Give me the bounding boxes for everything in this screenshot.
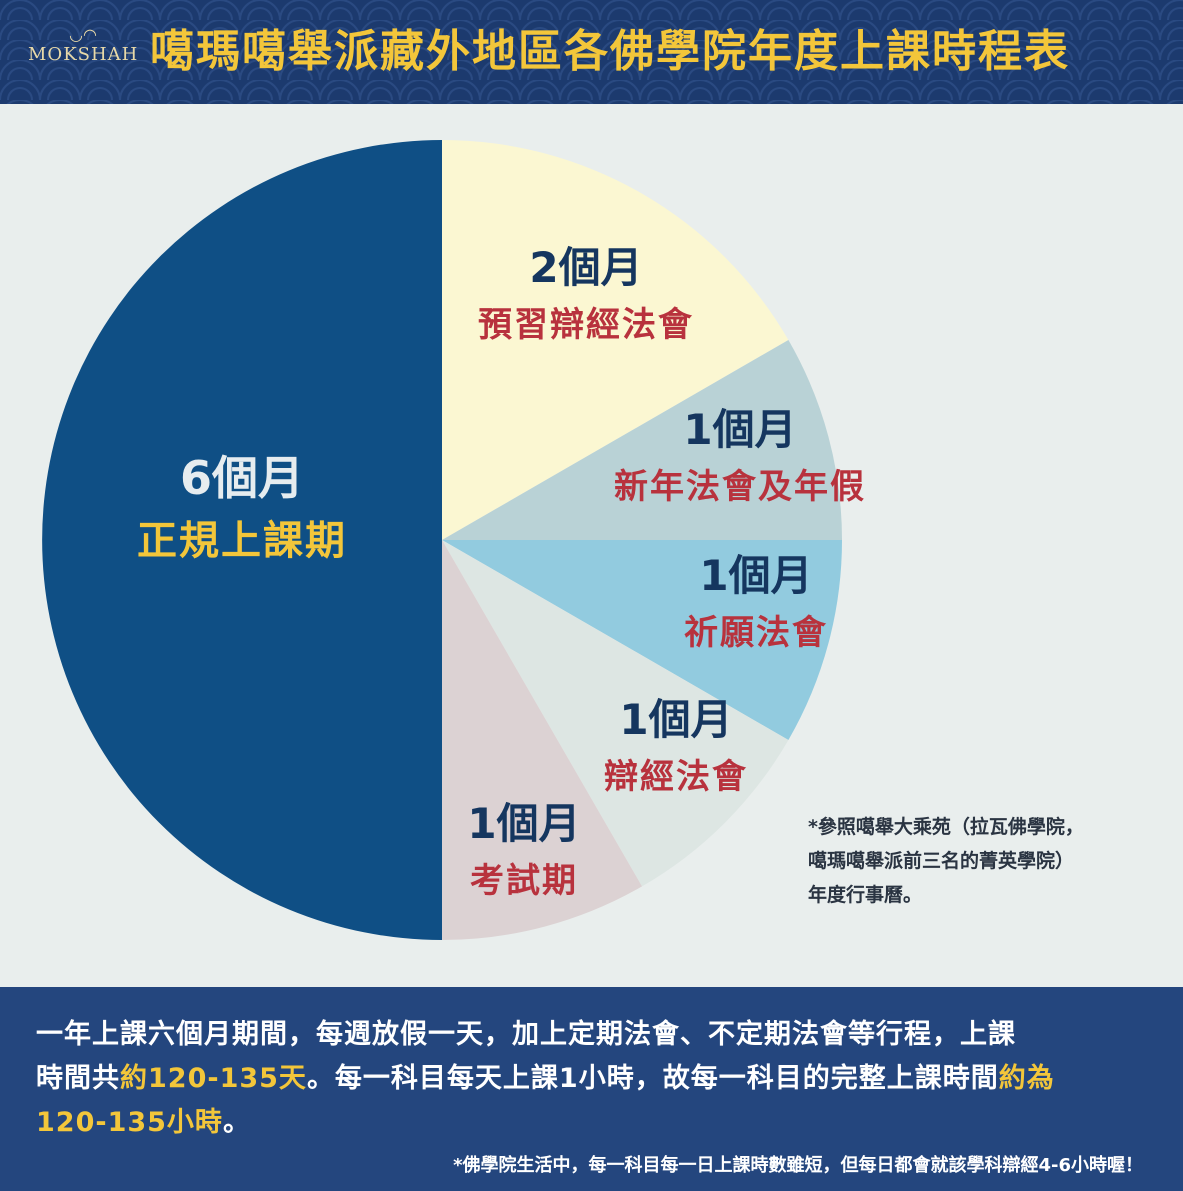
slice-category-label: 祈願法會: [684, 613, 828, 653]
reference-note-line: 噶瑪噶舉派前三名的菁英學院）: [808, 850, 1075, 872]
mokshah-logo: ◡◠ MOKSHAH: [28, 26, 138, 86]
wave-pattern: [0, 0, 1183, 104]
logo-icon: ◡◠: [69, 25, 97, 44]
highlight-days: 約120-135天: [120, 1063, 307, 1094]
summary-text-segment: 。: [222, 1107, 251, 1138]
pie-slice: [442, 540, 642, 940]
reference-note: *參照噶舉大乘苑（拉瓦佛學院， 噶瑪噶舉派前三名的菁英學院） 年度行事曆。: [808, 810, 1168, 912]
summary-panel: 一年上課六個月期間，每週放假一天，加上定期法會、不定期法會等行程，上課 時間共約…: [0, 987, 1183, 1191]
summary-line-1: 一年上課六個月期間，每週放假一天，加上定期法會、不定期法會等行程，上課: [36, 1019, 1016, 1050]
slice-category-label: 預習辯經法會: [478, 305, 694, 345]
reference-note-line: *參照噶舉大乘苑（拉瓦佛學院，: [808, 816, 1084, 838]
slice-category-label: 辯經法會: [604, 757, 748, 797]
pie-chart: 2個月預習辯經法會1個月新年法會及年假1個月祈願法會1個月辯經法會1個月考試期6…: [42, 140, 866, 940]
summary-text-segment: 時間共: [36, 1063, 120, 1094]
slice-value-label: 1個月: [467, 799, 580, 848]
slice-value-label: 1個月: [699, 551, 812, 600]
bottom-footnote: *佛學院生活中，每一科目每一日上課時數雖短，但每日都會就該學科辯經4-6小時喔！: [453, 1155, 1143, 1176]
highlight-about: 約為: [998, 1063, 1055, 1094]
pie-slice: [442, 340, 842, 540]
slice-category-label: 正規上課期: [137, 518, 347, 564]
header-banner: ◡◠ MOKSHAH 噶瑪噶舉派藏外地區各佛學院年度上課時程表: [0, 0, 1183, 104]
highlight-hours: 120-135小時: [36, 1107, 223, 1138]
summary-line-3: 120-135小時。: [36, 1101, 1148, 1145]
pie-slice: [442, 540, 842, 740]
pie-slice: [442, 140, 789, 540]
slice-category-label: 考試期: [470, 861, 578, 901]
logo-text: MOKSHAH: [28, 44, 139, 65]
pie-slice: [42, 140, 443, 940]
slice-value-label: 1個月: [683, 405, 796, 454]
reference-note-line: 年度行事曆。: [808, 884, 923, 906]
slice-category-label: 新年法會及年假: [614, 467, 866, 507]
summary-text: 一年上課六個月期間，每週放假一天，加上定期法會、不定期法會等行程，上課 時間共約…: [36, 1013, 1148, 1145]
pie-slice: [442, 540, 789, 887]
slice-value-label: 6個月: [180, 451, 304, 505]
slice-value-label: 2個月: [529, 243, 642, 292]
summary-line-2: 時間共約120-135天。每一科目每天上課1小時，故每一科目的完整上課時間約為: [36, 1057, 1148, 1101]
page-title: 噶瑪噶舉派藏外地區各佛學院年度上課時程表: [150, 26, 1070, 77]
summary-text-segment: 。每一科目每天上課1小時，故每一科目的完整上課時間: [306, 1063, 999, 1094]
slice-value-label: 1個月: [619, 695, 732, 744]
